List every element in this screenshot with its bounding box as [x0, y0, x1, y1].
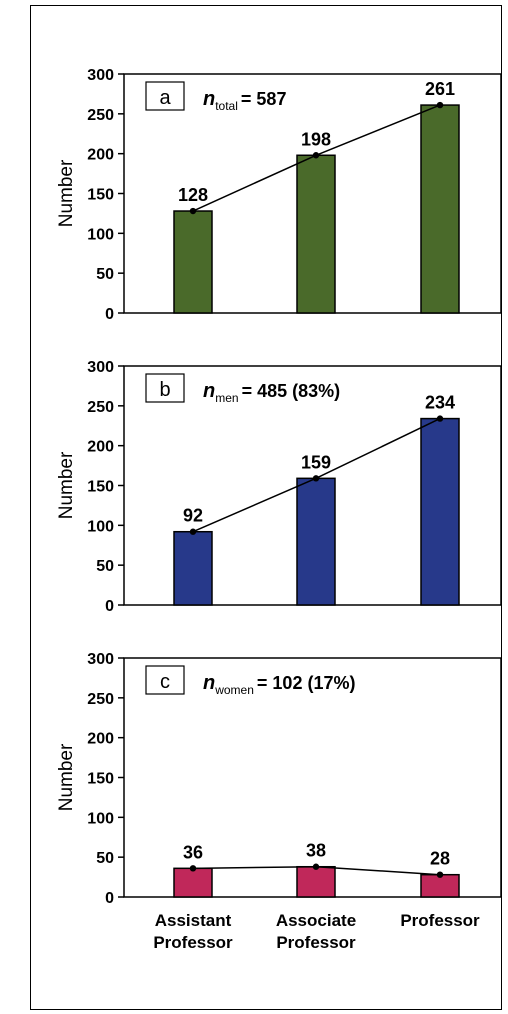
y-tick-label: 200 [87, 147, 114, 164]
trend-point [436, 415, 444, 422]
bar-3 [420, 417, 460, 606]
data-label: 261 [425, 79, 455, 99]
data-label: 128 [178, 185, 208, 205]
bar-3 [420, 873, 460, 898]
y-tick-label: 0 [105, 306, 114, 323]
y-tick-label: 300 [87, 651, 114, 668]
data-label: 159 [301, 452, 331, 472]
y-tick-label: 0 [105, 890, 114, 907]
chart-panel-a: 0 50 100 150 200 250 300 Number 128 198 261 a ntotal… [56, 67, 502, 323]
trend-point [436, 101, 444, 109]
bar-2 [296, 154, 336, 314]
data-label: 234 [425, 393, 455, 413]
bar-3 [420, 104, 460, 314]
trend-point [189, 207, 197, 215]
data-label: 92 [183, 506, 203, 526]
panel-letter-box [145, 373, 185, 403]
x-tick-label: Professor [400, 911, 480, 930]
n-annotation: nwomen = 102 (17%) [203, 672, 355, 697]
y-tick-label: 100 [87, 226, 114, 243]
data-label: 28 [430, 849, 450, 869]
panel-letter-box [145, 81, 185, 111]
chart-panel-b: 0 50 100 150 200 250 300 Number 92 159 234 b nmen = 4… [56, 359, 502, 615]
y-tick-label: 0 [105, 598, 114, 615]
y-tick-label: 50 [96, 850, 114, 867]
panel-letter-box [145, 665, 185, 695]
trend-point [312, 863, 320, 870]
y-tick-label: 150 [87, 187, 114, 204]
y-tick-label: 200 [87, 439, 114, 456]
bar-2 [296, 865, 336, 898]
chart-panel-c: 0 50 100 150 200 250 300 Number 36 38 28 c nwomen = 1… [56, 651, 502, 952]
trend-point [312, 152, 320, 159]
y-tick-label: 150 [87, 479, 114, 496]
data-label: 36 [183, 842, 203, 862]
bar-1 [173, 530, 213, 606]
y-axis-label: Number [56, 451, 77, 519]
y-tick-label: 100 [87, 518, 114, 535]
y-tick-label: 100 [87, 810, 114, 827]
trend-point [189, 528, 197, 535]
panel-letter: c [160, 671, 170, 693]
trend-point [189, 865, 197, 872]
y-axis-label: Number [56, 743, 77, 811]
data-label: 198 [301, 129, 331, 149]
x-tick-label: Professor [153, 933, 233, 952]
bar-1 [173, 210, 213, 314]
y-tick-label: 300 [87, 359, 114, 376]
y-tick-label: 50 [96, 558, 114, 575]
data-label: 38 [306, 841, 326, 861]
y-tick-label: 50 [96, 266, 114, 283]
y-tick-label: 250 [87, 107, 114, 124]
panel-letter: b [159, 379, 170, 401]
y-axis-label: Number [56, 159, 77, 227]
x-tick-label: Professor [276, 933, 356, 952]
y-tick-label: 150 [87, 771, 114, 788]
y-tick-label: 200 [87, 731, 114, 748]
bar-1 [173, 867, 213, 898]
x-tick-label: Associate [276, 911, 356, 930]
x-tick-label: Assistant [155, 911, 232, 930]
n-annotation: ntotal = 587 [203, 88, 286, 113]
trend-point [436, 871, 444, 878]
trend-point [312, 475, 320, 482]
y-tick-label: 250 [87, 399, 114, 416]
y-tick-label: 300 [87, 67, 114, 84]
y-tick-label: 250 [87, 691, 114, 708]
bar-2 [296, 477, 336, 606]
panel-letter: a [159, 87, 171, 109]
n-annotation: nmen = 485 (83%) [203, 380, 340, 405]
